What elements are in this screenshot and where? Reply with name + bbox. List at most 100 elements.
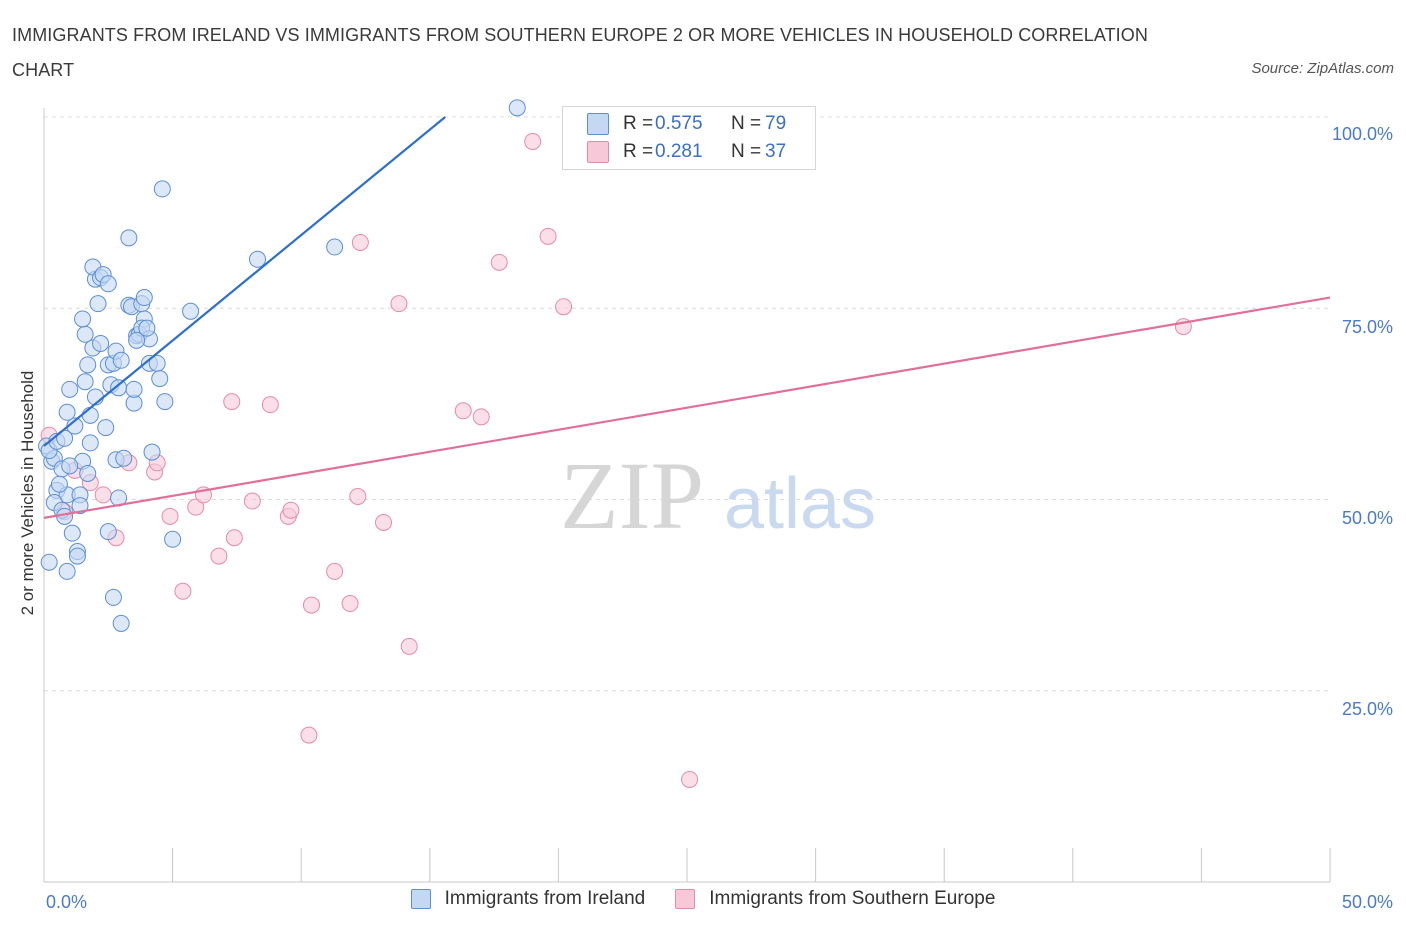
- watermark-zip: ZIP: [560, 442, 704, 549]
- legend-n-label: N =: [731, 113, 762, 134]
- ireland-point: [120, 229, 138, 247]
- southern-europe-point: [243, 492, 261, 510]
- southern-europe-point: [472, 408, 490, 426]
- southern-europe-point: [94, 486, 112, 504]
- legend-item-label: Immigrants from Southern Europe: [709, 888, 996, 909]
- ireland-point: [135, 289, 153, 307]
- southern-europe-point: [539, 227, 557, 245]
- southern-europe-point: [302, 596, 320, 614]
- southern-europe-point: [375, 513, 393, 531]
- ireland-point: [99, 523, 117, 541]
- axes: [43, 108, 1331, 883]
- ireland-trend-line: [43, 116, 446, 447]
- ireland-point: [128, 331, 146, 349]
- southern-europe-point: [524, 132, 542, 150]
- legend-item-label: Immigrants from Ireland: [444, 888, 646, 909]
- ireland-point: [115, 449, 133, 467]
- ireland-point: [79, 464, 97, 482]
- legend-r-value: 0.575: [655, 113, 703, 134]
- ireland-point: [81, 434, 99, 452]
- y-tick-label: 50.0%: [1342, 508, 1393, 528]
- southern-europe-point: [555, 298, 573, 316]
- y-tick-label: 100.0%: [1332, 124, 1393, 144]
- x-tick-label: 50.0%: [1342, 892, 1393, 912]
- ireland-point: [151, 370, 169, 388]
- source-label: Source: ZipAtlas.com: [1251, 60, 1394, 77]
- ireland-point: [89, 295, 107, 313]
- ireland-point: [58, 403, 76, 421]
- ireland-point: [92, 334, 110, 352]
- ireland-point: [97, 419, 115, 437]
- southern-europe-point: [341, 595, 359, 613]
- ireland-point: [164, 530, 182, 548]
- ireland-point: [99, 275, 117, 293]
- southern-europe-point: [390, 295, 408, 313]
- y-tick-label: 25.0%: [1342, 699, 1393, 719]
- legend-r-value: 0.281: [655, 141, 703, 162]
- legend-item-ireland[interactable]: Immigrants from Ireland: [410, 888, 646, 910]
- ireland-point: [143, 443, 161, 461]
- southern-europe-point: [300, 726, 318, 744]
- ireland-point: [104, 588, 122, 606]
- southern-europe-point: [187, 498, 205, 516]
- ireland-point: [81, 406, 99, 424]
- x-tick-label: 0.0%: [46, 892, 87, 912]
- legend-r-label: R =: [623, 141, 654, 162]
- watermark: ZIP atlas: [560, 442, 876, 549]
- southern-europe-point: [210, 547, 228, 565]
- ireland-swatch-icon: [587, 113, 609, 135]
- southern-europe-point: [225, 529, 243, 547]
- ireland-point: [112, 614, 130, 632]
- legend-n-value: 37: [765, 141, 787, 162]
- ireland-point: [153, 180, 171, 198]
- series-ireland-points: [38, 99, 526, 632]
- ireland-point: [125, 380, 143, 398]
- tick-labels: 100.0% 75.0% 50.0% 25.0% 0.0% 50.0%: [46, 124, 1393, 912]
- ireland-point: [182, 302, 200, 320]
- southern-europe-trend-line: [43, 296, 1331, 519]
- chart-title: IMMIGRANTS FROM IRELAND VS IMMIGRANTS FR…: [12, 25, 1148, 80]
- ireland-point: [63, 524, 81, 542]
- trend-lines: [43, 116, 1331, 519]
- southern-europe-point: [351, 233, 369, 251]
- ireland-point: [58, 562, 76, 580]
- ireland-point: [40, 553, 58, 571]
- legend-n-value: 79: [765, 113, 787, 134]
- southern-europe-point: [261, 396, 279, 414]
- southern-europe-swatch-icon: [587, 141, 609, 163]
- southern-europe-swatch-icon: [675, 889, 696, 909]
- ireland-point: [79, 356, 97, 374]
- southern-europe-point: [490, 253, 508, 271]
- ireland-point: [50, 475, 68, 493]
- ireland-point: [61, 457, 79, 475]
- y-axis-label: 2 or more Vehicles in Household: [18, 371, 37, 616]
- correlation-legend: R = 0.575 N = 79 R = 0.281 N = 37: [562, 106, 816, 170]
- ireland-point: [71, 497, 89, 515]
- ireland-point: [61, 380, 79, 398]
- southern-europe-point: [400, 637, 418, 655]
- ireland-point: [76, 325, 94, 343]
- legend-r-label: R =: [623, 113, 654, 134]
- ireland-point: [76, 373, 94, 391]
- series-legend: Immigrants from Ireland Immigrants from …: [0, 888, 1406, 910]
- legend-item-southern-europe[interactable]: Immigrants from Southern Europe: [675, 888, 995, 910]
- ireland-point: [326, 238, 344, 256]
- southern-europe-point: [349, 487, 367, 505]
- legend-n-label: N =: [731, 141, 762, 162]
- legend-row-southern-europe: R = 0.281 N = 37: [587, 140, 786, 164]
- ireland-point: [74, 310, 92, 328]
- southern-europe-point: [174, 582, 192, 600]
- southern-europe-point: [326, 562, 344, 580]
- y-tick-label: 75.0%: [1342, 317, 1393, 337]
- southern-europe-point: [282, 501, 300, 519]
- ireland-point: [248, 250, 266, 268]
- ireland-point: [156, 393, 174, 411]
- ireland-point: [138, 319, 156, 337]
- ireland-point: [68, 547, 86, 565]
- southern-europe-point: [681, 770, 699, 788]
- watermark-atlas: atlas: [724, 464, 876, 544]
- ireland-point: [508, 99, 526, 117]
- legend-row-ireland: R = 0.575 N = 79: [587, 112, 786, 136]
- southern-europe-point: [223, 393, 241, 411]
- ireland-point: [110, 379, 128, 397]
